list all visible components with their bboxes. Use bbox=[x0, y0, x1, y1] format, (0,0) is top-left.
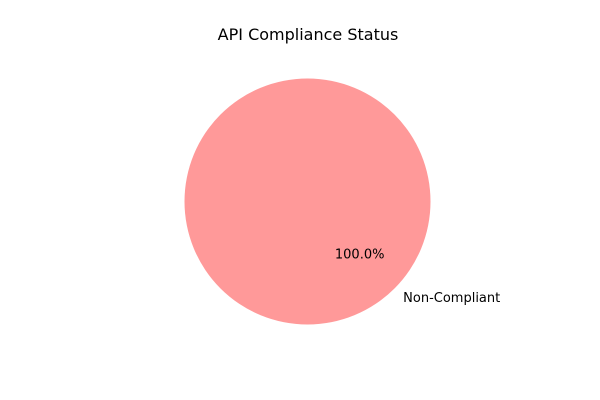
chart-title: API Compliance Status bbox=[218, 25, 399, 44]
pie-slice-non-compliant bbox=[184, 78, 431, 325]
pie-percent-label: 100.0% bbox=[335, 248, 385, 263]
pie-labels: 100.0% Non-Compliant bbox=[335, 248, 500, 306]
pie-slices bbox=[184, 78, 431, 325]
pie-category-label: Non-Compliant bbox=[403, 291, 500, 306]
